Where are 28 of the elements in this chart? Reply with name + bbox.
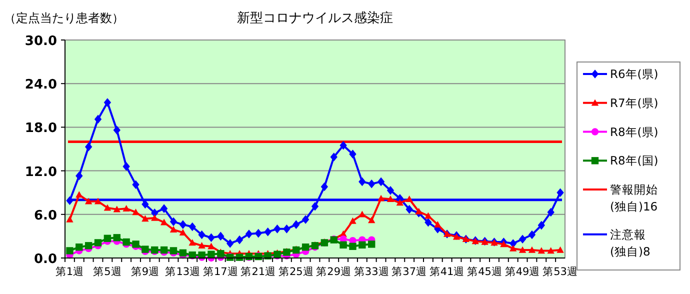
x-tick-label: 第5週 xyxy=(93,266,122,278)
y-tick-label: 30.0 xyxy=(24,34,57,49)
y-tick-label: 18.0 xyxy=(24,121,57,136)
legend-label: R7年(県) xyxy=(610,96,658,110)
y-axis-title: （定点当たり患者数） xyxy=(4,11,124,25)
legend-label: 注意報(独自)8 xyxy=(610,227,650,258)
x-tick-label: 第37週 xyxy=(392,266,428,278)
x-tick-label: 第45週 xyxy=(467,266,502,278)
x-tick-label: 第25週 xyxy=(278,266,314,278)
x-tick-label: 第33週 xyxy=(354,266,390,278)
y-tick-label: 24.0 xyxy=(24,78,57,93)
legend-label: R6年(県) xyxy=(610,67,658,81)
y-tick-label: 0.0 xyxy=(34,252,57,267)
y-tick-label: 6.0 xyxy=(34,208,57,224)
legend-label: R8年(県) xyxy=(610,124,658,139)
y-tick-label: 12.0 xyxy=(24,164,57,180)
x-tick-label: 第49週 xyxy=(504,266,540,278)
legend-label: 警報開始(独自)16 xyxy=(610,182,658,214)
x-tick-label: 第21週 xyxy=(240,266,276,278)
legend-label: R8年(国) xyxy=(610,154,658,168)
x-tick-label: 第17週 xyxy=(202,266,238,278)
x-tick-label: 第1週 xyxy=(55,266,84,278)
x-tick-label: 第29週 xyxy=(316,266,352,278)
chart-title: 新型コロナウイルス感染症 xyxy=(237,11,393,26)
x-tick-label: 第41週 xyxy=(429,266,465,278)
x-tick-label: 第9週 xyxy=(130,266,160,278)
x-tick-label: 第53週 xyxy=(542,266,578,278)
x-tick-label: 第13週 xyxy=(165,266,201,278)
